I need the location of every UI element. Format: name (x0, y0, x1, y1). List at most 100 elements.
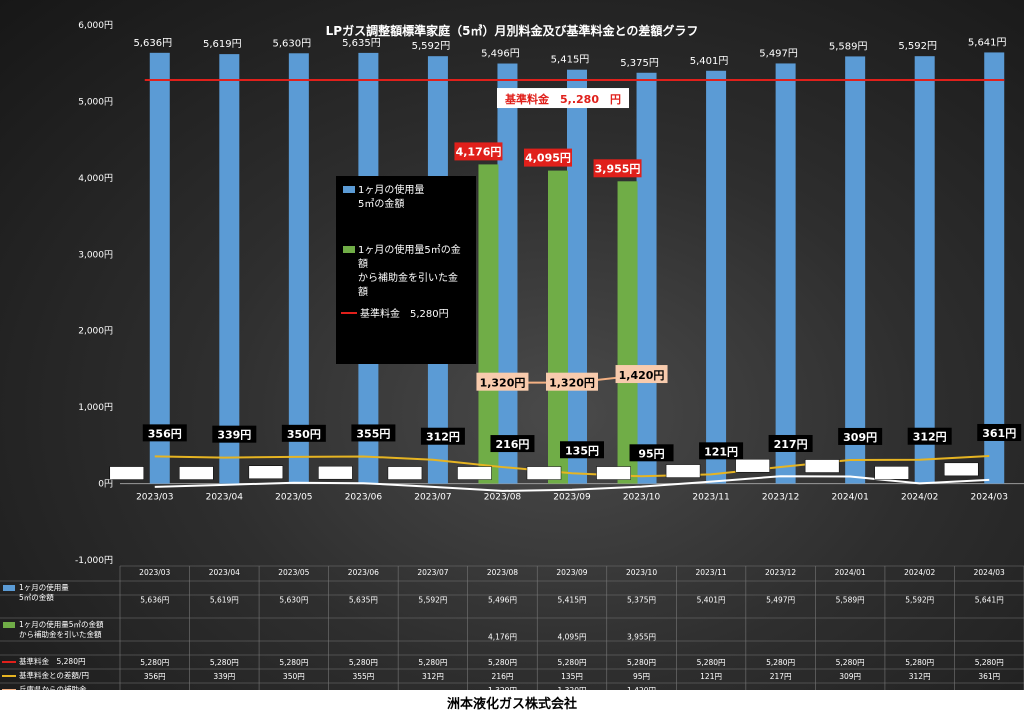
table-cell-diff_base: 312円 (909, 672, 931, 681)
table-cell-base: 5,280円 (418, 658, 447, 667)
table-cell-diff_base: 312円 (422, 672, 444, 681)
table-cell-usage: 5,592円 (905, 596, 934, 605)
table-cell-diff_base: 121円 (700, 672, 722, 681)
table-row-label-after_subsidy: から補助金を引いた金額 (19, 629, 102, 639)
x-tick-label: 2023/12 (762, 493, 799, 503)
table-row-label-usage: 5㎥の金額 (19, 592, 54, 602)
diff-prev-label-box (874, 466, 909, 480)
legend-text-after-subsidy: から補助金を引いた金 (358, 271, 458, 284)
diff-base-label: 355円 (356, 427, 390, 440)
table-header-cell: 2023/06 (348, 568, 379, 577)
table-cell-base: 5,280円 (697, 658, 726, 667)
y-tick-label: 2,000円 (78, 326, 113, 337)
table-cell-usage: 5,589円 (836, 596, 865, 605)
table-cell-subsidy: 1,320円 (488, 686, 517, 690)
table-cell-diff_base: 356円 (144, 672, 166, 681)
after-subsidy-label: 4,176円 (456, 145, 502, 158)
x-tick-label: 2023/06 (345, 493, 383, 503)
subsidy-label: 1,320円 (480, 377, 526, 390)
diff-prev-label-box (596, 466, 631, 480)
usage-bar-label: 5,635円 (342, 38, 381, 49)
diff-prev-label: 5円 (328, 468, 343, 479)
diff-prev-label: -81円 (532, 469, 556, 480)
diff-prev-label: 49円 (951, 465, 971, 476)
usage-bar-label: 5,630円 (273, 38, 312, 49)
diff-prev-label-box (665, 464, 701, 478)
subsidy-label-box (615, 365, 668, 384)
diff-base-label-box (212, 425, 257, 443)
after-subsidy-label: 4,095円 (525, 152, 571, 165)
table-cell-diff_base: 135円 (561, 672, 583, 681)
table-cell-base: 5,280円 (279, 658, 308, 667)
y-tick-label: 3,000円 (78, 249, 113, 260)
diff-base-label-box (420, 427, 465, 445)
after-subsidy-bar (617, 181, 638, 484)
table-cell-base: 5,280円 (210, 658, 239, 667)
table-row-label-after_subsidy: 1ヶ月の使用量5㎥の金額 (19, 619, 104, 629)
usage-bar (984, 52, 1005, 484)
usage-bar-label: 5,592円 (898, 41, 937, 52)
diff-base-label-box (560, 441, 604, 459)
diff-base-label-box (281, 424, 326, 442)
table-header-cell: 2023/12 (765, 568, 796, 577)
x-tick-label: 2023/03 (136, 493, 173, 503)
table-header-cell: 2023/08 (487, 568, 518, 577)
diff-prev-label-box (526, 466, 562, 480)
table-header-cell: 2023/11 (695, 568, 726, 577)
table-cell-usage: 5,496円 (488, 596, 517, 605)
after-subsidy-label-box (593, 159, 642, 178)
table-cell-subsidy: 1,320円 (558, 686, 587, 690)
y-tick-label: 4,000円 (78, 173, 113, 184)
usage-bar-label: 5,592円 (412, 41, 451, 52)
table-cell-diff_base: 350円 (283, 672, 305, 681)
legend-text-after-subsidy: 1ヶ月の使用量5㎥の金 (358, 243, 461, 256)
diff-base-label: 350円 (287, 428, 321, 441)
y-tick-label: 0円 (98, 479, 113, 490)
usage-bar-label: 5,641円 (968, 37, 1007, 48)
chart-area: LPガス調整額標準家庭（5㎥）月別料金及び基準料金との差額グラフ 6,000円 5,… (0, 0, 1024, 690)
table-cell-usage: 5,401円 (697, 596, 726, 605)
table-row-label-diff_base: 基準料金との差額/円 (19, 670, 89, 680)
usage-bar-label: 5,401円 (690, 56, 729, 67)
diff-prev-label-box (387, 466, 423, 480)
diff-base-label-box (768, 434, 813, 452)
diff-prev-label-box (457, 466, 492, 480)
diff-base-label: 121円 (704, 445, 738, 458)
table-cell-usage: 5,375円 (627, 596, 656, 605)
after-subsidy-label-box (454, 142, 503, 161)
diff-base-label-box (142, 424, 187, 442)
subsidy-label: 1,420円 (619, 369, 665, 382)
table-cell-base: 5,280円 (140, 658, 169, 667)
after-subsidy-label-box (524, 148, 572, 167)
table-header-cell: 2023/09 (556, 568, 587, 577)
usage-bar (914, 56, 935, 484)
diff-base-label-box (351, 424, 396, 442)
legend-swatch-after-subsidy (343, 246, 355, 253)
table-cell-diff_base: 309円 (839, 672, 861, 681)
table-cell-base: 5,280円 (905, 658, 934, 667)
table-cell-base: 5,280円 (766, 658, 795, 667)
legend-text-base: 基準料金 5,280円 (360, 307, 449, 320)
table-cell-base: 5,280円 (558, 658, 587, 667)
diff-prev-label: -43円 (115, 469, 139, 480)
usage-bar-label: 5,636円 (133, 38, 172, 49)
diff-base-label: 339円 (217, 429, 251, 442)
usage-bar-label: 5,375円 (620, 58, 659, 69)
x-tick-label: 2023/07 (414, 493, 451, 503)
after-subsidy-bar (548, 170, 568, 484)
table-row-label-subsidy: 兵庫県からの補助金 (19, 684, 87, 690)
diff-prev-label-box (318, 465, 353, 480)
legend-text-usage: 5㎥の金額 (358, 197, 404, 210)
table-cell-after_subsidy: 3,955円 (627, 633, 656, 642)
company-footer: 洲本液化ガス株式会社 (0, 690, 1024, 724)
table-cell-after_subsidy: 4,176円 (488, 633, 517, 642)
subsidy-label-box (546, 372, 598, 391)
diff-base-label: 95円 (638, 447, 664, 460)
table-cell-after_subsidy: 4,095円 (558, 633, 587, 642)
usage-bar (567, 69, 587, 484)
diff-prev-label: -40円 (602, 469, 626, 480)
table-cell-subsidy: 1,420円 (627, 686, 656, 690)
diff-prev-label: 96円 (742, 461, 762, 472)
diff-prev-label-box (179, 466, 214, 480)
